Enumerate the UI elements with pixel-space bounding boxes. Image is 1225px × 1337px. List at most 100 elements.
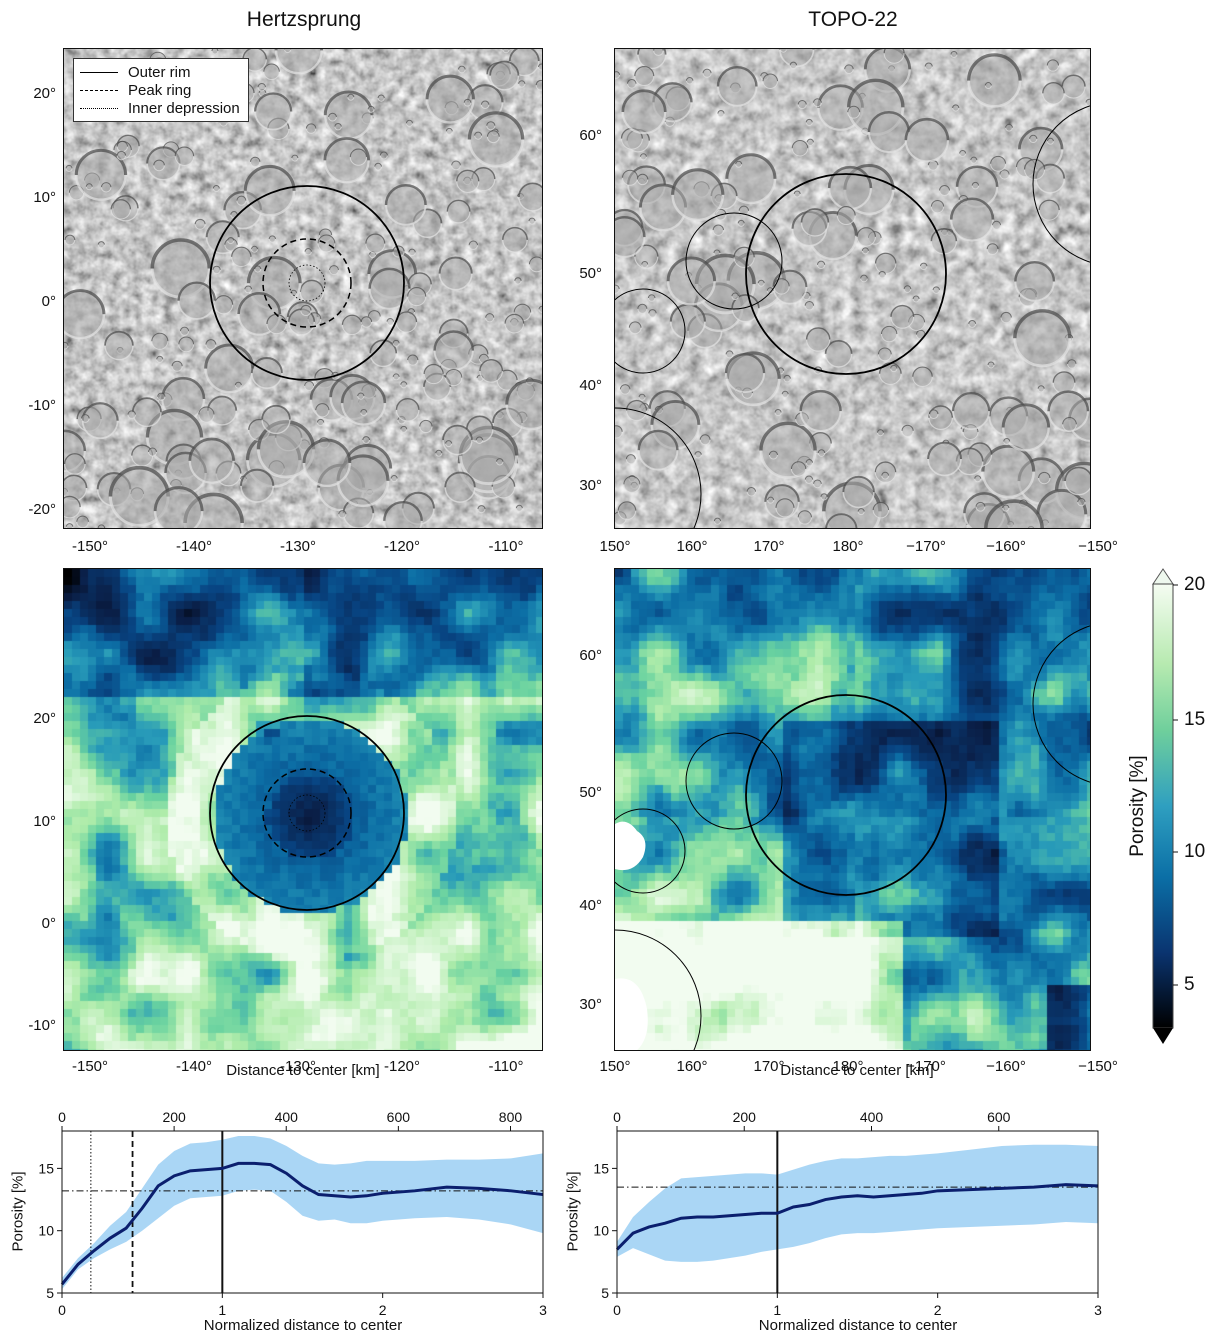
crater-highlight: [904, 140, 950, 163]
crater: [1039, 200, 1060, 221]
crater: [105, 331, 133, 360]
crater-shadow: [304, 380, 315, 386]
crater-highlight: [305, 128, 317, 134]
crater-shadow: [793, 190, 801, 195]
crater-highlight: [395, 409, 420, 422]
colorbar-label: Porosity [%]: [1127, 755, 1148, 857]
crater-shadow: [805, 118, 813, 123]
crater-shadow: [64, 495, 81, 508]
crater: [400, 426, 407, 433]
crater-highlight: [625, 459, 636, 465]
crater: [1005, 124, 1013, 132]
crater-shadow: [286, 301, 319, 318]
crater-shadow: [458, 65, 466, 70]
crater-shadow: [64, 341, 69, 346]
crater-shadow: [211, 49, 219, 52]
crater-shadow: [379, 151, 388, 156]
crater-highlight: [717, 86, 758, 107]
crater-highlight: [836, 215, 856, 225]
crater-highlight: [824, 353, 853, 368]
crater-highlight: [653, 50, 664, 56]
crater-shadow: [496, 458, 504, 462]
crater-shadow: [171, 360, 183, 367]
crater: [476, 437, 483, 444]
crater-shadow: [131, 397, 162, 413]
lon-tick: -150°: [71, 1058, 109, 1075]
crater-highlight: [789, 65, 798, 69]
crater-highlight: [975, 506, 986, 512]
crater-highlight: [231, 256, 252, 268]
crater-shadow: [151, 332, 169, 342]
crater-highlight: [528, 264, 542, 273]
crater-shadow: [328, 265, 339, 271]
crater-highlight: [741, 393, 753, 399]
crater-highlight: [377, 98, 385, 102]
crater-highlight: [924, 66, 933, 71]
crater-shadow: [781, 390, 789, 395]
crater-shadow: [842, 476, 875, 493]
lat-tick: -20°: [28, 501, 56, 518]
crater-highlight: [407, 296, 427, 307]
crater-shadow: [528, 217, 536, 222]
crater: [623, 476, 640, 493]
x-tick-label: 3: [1094, 1302, 1102, 1318]
crater: [862, 247, 869, 254]
crater-shadow: [486, 130, 500, 137]
crater-highlight: [773, 286, 790, 295]
crater: [982, 446, 1034, 498]
crater: [155, 487, 203, 528]
crater-shadow: [999, 169, 1010, 175]
crater: [637, 304, 647, 314]
crater-highlight: [338, 514, 347, 519]
crater-shadow: [423, 363, 444, 375]
crater: [1047, 59, 1059, 72]
crater-highlight: [903, 288, 912, 293]
crater: [86, 183, 93, 190]
crater-shadow: [903, 285, 912, 290]
crater-highlight: [927, 458, 962, 477]
crater: [180, 327, 189, 336]
crater-shadow: [797, 100, 807, 105]
crater-highlight: [820, 496, 828, 501]
crater: [127, 410, 136, 419]
crater-highlight: [950, 219, 995, 242]
lon-tick: -120°: [383, 1058, 421, 1075]
crater-shadow: [263, 63, 280, 72]
crater: [615, 217, 645, 257]
y-tick-label: 10: [593, 1223, 609, 1239]
crater-highlight: [615, 431, 623, 439]
legend-peak-ring: Peak ring: [80, 81, 240, 99]
crater: [873, 502, 889, 518]
crater-shadow: [874, 461, 897, 473]
crater-shadow: [377, 94, 385, 99]
crater: [959, 150, 966, 157]
crater-highlight: [790, 468, 807, 477]
crater: [213, 185, 220, 192]
crater-shadow: [817, 449, 826, 454]
crater: [514, 277, 522, 285]
crater: [717, 110, 725, 117]
colorbar-tick: 10: [1184, 841, 1206, 862]
crater-shadow: [446, 199, 471, 212]
crater-highlight: [1029, 138, 1038, 143]
crater-highlight: [151, 341, 169, 350]
crater-highlight: [80, 418, 90, 423]
crater-highlight: [234, 385, 242, 389]
lon-tick: 180°: [832, 1058, 864, 1075]
crater: [304, 381, 314, 391]
crater-shadow: [1002, 504, 1010, 509]
crater-highlight: [194, 224, 206, 230]
crater-highlight: [127, 414, 136, 419]
crater-shadow: [883, 49, 905, 54]
crater-shadow: [174, 146, 195, 157]
crater-highlight: [725, 373, 766, 394]
lat-tick: 0°: [41, 293, 56, 310]
crater-shadow: [360, 316, 373, 323]
crater: [925, 62, 933, 71]
crater-shadow: [328, 112, 337, 118]
crater-outline: [685, 212, 783, 310]
crater-shadow: [877, 347, 892, 355]
crater: [999, 169, 1010, 180]
crater: [400, 381, 407, 388]
crater-highlight: [537, 66, 542, 71]
